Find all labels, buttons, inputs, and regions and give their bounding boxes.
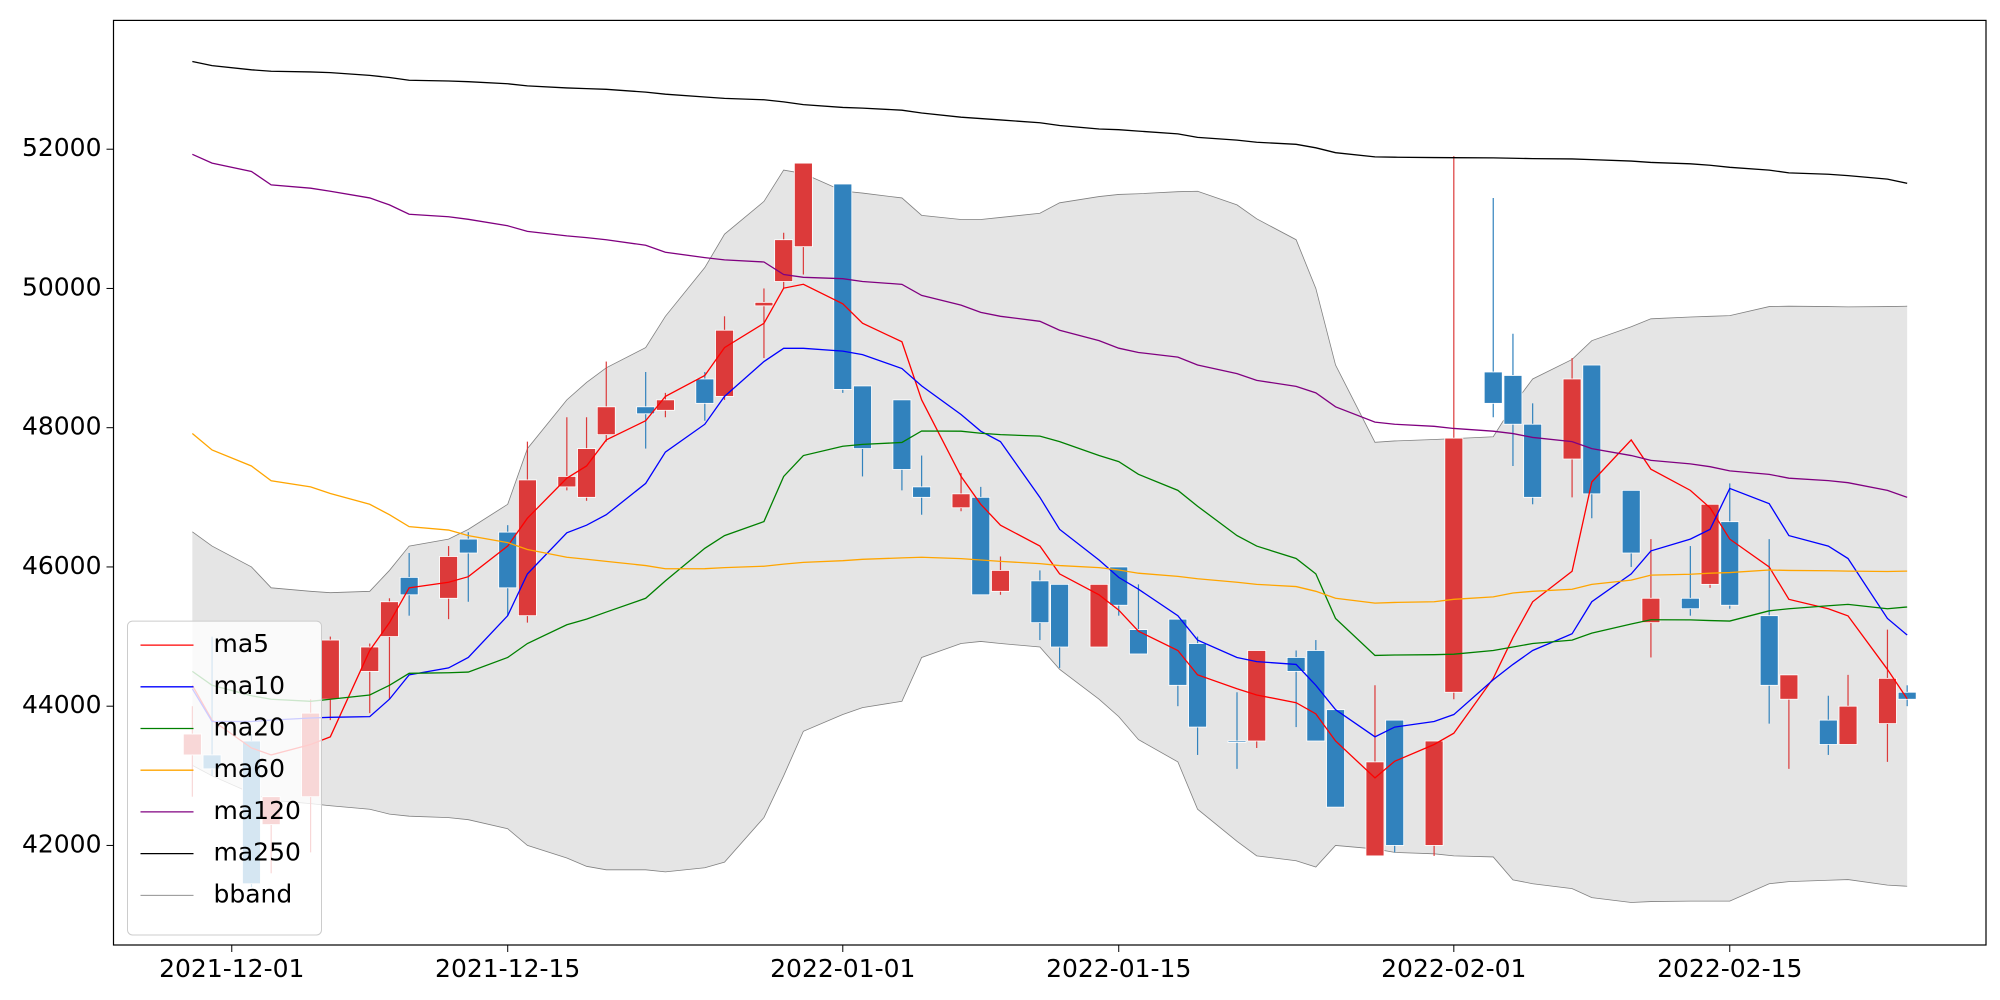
candle-body xyxy=(380,601,399,637)
candle-body xyxy=(1562,378,1582,460)
bband-upper xyxy=(192,169,1908,594)
x-tick-label: 2021-12-15 xyxy=(435,954,580,983)
candle-body xyxy=(1365,761,1385,857)
candle-body xyxy=(596,406,616,436)
candle-body xyxy=(1582,364,1602,495)
candle-body xyxy=(853,385,872,449)
candle-body xyxy=(320,639,340,700)
legend-label: ma20 xyxy=(214,713,285,742)
candle-body xyxy=(1779,674,1799,700)
candle-body xyxy=(1424,740,1444,846)
ma-line xyxy=(192,153,1908,498)
candle-body xyxy=(1306,650,1326,742)
candle-body xyxy=(1523,423,1543,498)
bband-fill xyxy=(192,170,1908,903)
legend-label: bband xyxy=(214,879,293,908)
candle-body xyxy=(1838,705,1858,745)
candle-body xyxy=(1050,583,1070,648)
candle-body xyxy=(498,531,518,589)
legend-box xyxy=(127,620,322,936)
candle-body xyxy=(1503,375,1523,425)
candle-body xyxy=(1759,615,1779,686)
ma-line xyxy=(191,283,1908,779)
plot-frame xyxy=(112,19,1987,946)
candle-body xyxy=(1227,740,1247,743)
x-tick-label: 2022-02-15 xyxy=(1657,954,1802,983)
candle-body xyxy=(557,476,577,488)
candle-body xyxy=(1247,650,1267,742)
y-tick-label: 48000 xyxy=(22,412,102,441)
ma-line xyxy=(191,347,1908,738)
x-tick-label: 2021-12-01 xyxy=(159,954,304,983)
candle-body xyxy=(1188,643,1207,728)
candle-body xyxy=(695,378,715,404)
candle-body xyxy=(951,493,971,509)
y-tick-label: 50000 xyxy=(22,272,102,301)
legend-label: ma5 xyxy=(214,629,270,658)
candle-body xyxy=(1326,709,1345,808)
candle-body xyxy=(1641,597,1661,624)
y-tick-label: 44000 xyxy=(22,690,102,719)
candle-body xyxy=(360,646,380,672)
candle-body xyxy=(793,162,813,248)
candle-body xyxy=(577,448,596,498)
legend-label: ma10 xyxy=(214,671,285,700)
legend-label: ma250 xyxy=(214,838,301,867)
candle-body xyxy=(833,183,853,390)
candle-body xyxy=(971,496,991,596)
y-tick-label: 52000 xyxy=(22,133,102,162)
x-tick-label: 2022-01-15 xyxy=(1046,954,1191,983)
candle-body xyxy=(1700,503,1720,585)
y-tick-label: 46000 xyxy=(22,551,102,580)
legend-label: ma60 xyxy=(214,754,285,783)
candle-body xyxy=(1878,677,1897,724)
candle-body xyxy=(1109,566,1129,606)
candle-body xyxy=(1680,597,1700,610)
ma-line xyxy=(192,60,1908,184)
candle-body xyxy=(715,329,734,397)
candle-body xyxy=(892,399,912,470)
candle-body xyxy=(399,576,419,596)
candle-body xyxy=(1621,489,1641,554)
y-tick-label: 42000 xyxy=(22,829,102,858)
candle-body xyxy=(991,570,1010,592)
candle-body xyxy=(458,538,478,554)
candle-body xyxy=(439,556,458,599)
x-tick-label: 2022-01-01 xyxy=(770,954,915,983)
x-tick-label: 2022-02-01 xyxy=(1381,954,1526,983)
candle-body xyxy=(1720,521,1740,606)
candle-body xyxy=(1483,371,1503,404)
candle-body xyxy=(754,301,774,307)
candle-body xyxy=(1030,580,1050,624)
candle-body xyxy=(1129,629,1148,655)
candle-body xyxy=(1444,437,1464,693)
ma-line xyxy=(191,433,1908,604)
legend-label: ma120 xyxy=(214,796,301,825)
candle-body xyxy=(1385,719,1405,846)
candle-body xyxy=(655,399,675,411)
candle-body xyxy=(1818,719,1838,745)
candle-body xyxy=(912,486,932,498)
bband-lower xyxy=(192,641,1908,903)
candle-body xyxy=(1089,583,1109,648)
ma-line xyxy=(191,430,1908,702)
candle-body xyxy=(1168,618,1188,686)
candle-body xyxy=(1897,691,1917,700)
